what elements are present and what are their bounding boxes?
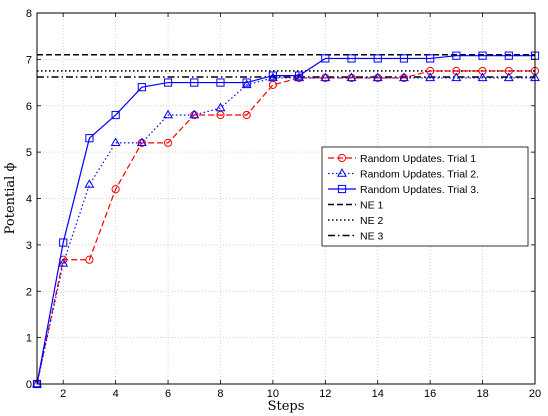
series-1-point: [504, 66, 513, 76]
y-tick-label: 4: [26, 194, 32, 206]
y-tick-label: 8: [26, 8, 32, 20]
series-2-point: [477, 72, 488, 82]
legend-label: Random Updates. Trial 2.: [360, 168, 479, 180]
x-axis-label: Steps: [268, 399, 305, 414]
x-tick-label: 14: [372, 388, 384, 400]
series-2-point: [136, 137, 147, 147]
legend-label: NE 2: [360, 215, 384, 227]
series-3-point: [321, 54, 330, 63]
legend-entry: Random Updates. Trial 2.: [328, 168, 479, 180]
series-3-point: [163, 78, 173, 87]
legend-entry: NE 2: [328, 215, 384, 227]
series-3-point: [478, 51, 487, 60]
y-tick-label: 2: [26, 286, 32, 298]
series-2-point: [320, 72, 331, 82]
series-2-point: [294, 72, 305, 82]
legend-label: Random Updates. Trial 1: [360, 153, 476, 165]
series-1-point: [163, 138, 173, 147]
series-2-point: [189, 109, 200, 119]
series-3-point: [373, 54, 382, 63]
y-tick-label: 6: [26, 101, 32, 113]
series-2-point: [267, 72, 278, 82]
series-3-point: [504, 51, 513, 60]
y-tick-label: 5: [26, 147, 32, 159]
series-1-point: [268, 80, 277, 89]
series-2-point: [425, 72, 436, 82]
series-3-point: [85, 134, 94, 143]
legend-label: NE 3: [360, 230, 384, 242]
series-1-point: [452, 66, 461, 76]
series-2-point: [372, 72, 383, 82]
x-tick-label: 10: [267, 388, 279, 400]
legend-label: NE 1: [360, 199, 384, 211]
series-1-point: [242, 110, 251, 120]
data-series: [32, 51, 540, 389]
series-2-point: [163, 109, 174, 119]
legend-swatch-marker: [337, 184, 347, 194]
legend-entry: Random Updates. Trial 3.: [328, 184, 479, 196]
series-1-point: [426, 66, 435, 76]
series-3-point: [399, 54, 409, 63]
legend-entry: NE 3: [328, 230, 384, 242]
series-3-point: [242, 78, 251, 87]
series-3-point: [111, 110, 120, 120]
x-tick-label: 2: [60, 388, 66, 400]
x-tick-label: 8: [217, 388, 223, 400]
series-3-point: [268, 71, 277, 80]
legend-swatch-marker: [337, 168, 347, 177]
y-tick-label: 3: [26, 240, 32, 252]
y-tick-label: 1: [26, 333, 32, 345]
series-2-point: [58, 258, 69, 267]
series-1-line: [36, 70, 535, 385]
series-2-point: [110, 137, 121, 147]
series-3-point: [137, 83, 146, 92]
series-1-point: [216, 110, 225, 120]
legend-entry: Random Updates. Trial 1: [328, 153, 476, 165]
legend: Random Updates. Trial 1 Random Updates. T…: [321, 146, 529, 247]
legend-entry: NE 1: [328, 199, 384, 211]
reference-lines: [37, 53, 535, 78]
y-axis-label: Potential ϕ: [3, 163, 18, 235]
series-3-point: [452, 51, 461, 60]
series-1-point: [111, 185, 120, 194]
series-1-point: [478, 66, 487, 76]
y-tick-label: 7: [26, 54, 32, 66]
series-1-point: [85, 255, 94, 264]
series-3-point: [295, 71, 304, 80]
series-3-line: [36, 55, 535, 385]
series-3-point: [216, 78, 225, 87]
series-2-point: [241, 79, 252, 89]
legend-swatch-marker: [337, 153, 347, 163]
series-2-line: [36, 77, 535, 385]
series-2-point: [398, 72, 409, 82]
series-2-point: [32, 378, 42, 388]
x-tick-label: 20: [529, 388, 541, 400]
x-tick-label: 12: [319, 388, 331, 400]
series-2: [32, 72, 540, 388]
series-3-point: [59, 238, 68, 247]
series-3-point: [347, 54, 356, 63]
legend-box: [321, 146, 529, 247]
series-2-point: [346, 72, 357, 82]
series-2-point: [84, 179, 95, 188]
x-tick-label: 6: [165, 388, 171, 400]
series-3-point: [426, 54, 435, 63]
x-tick-label: 16: [424, 388, 436, 400]
y-tick-label: 0: [26, 379, 32, 391]
series-3-point: [190, 78, 199, 87]
legend-label: Random Updates. Trial 3.: [360, 184, 479, 196]
x-tick-label: 18: [476, 388, 488, 400]
series-2-point: [215, 102, 226, 112]
x-tick-label: 4: [113, 388, 119, 400]
series-2-point: [451, 72, 462, 82]
series-2-point: [503, 72, 514, 82]
